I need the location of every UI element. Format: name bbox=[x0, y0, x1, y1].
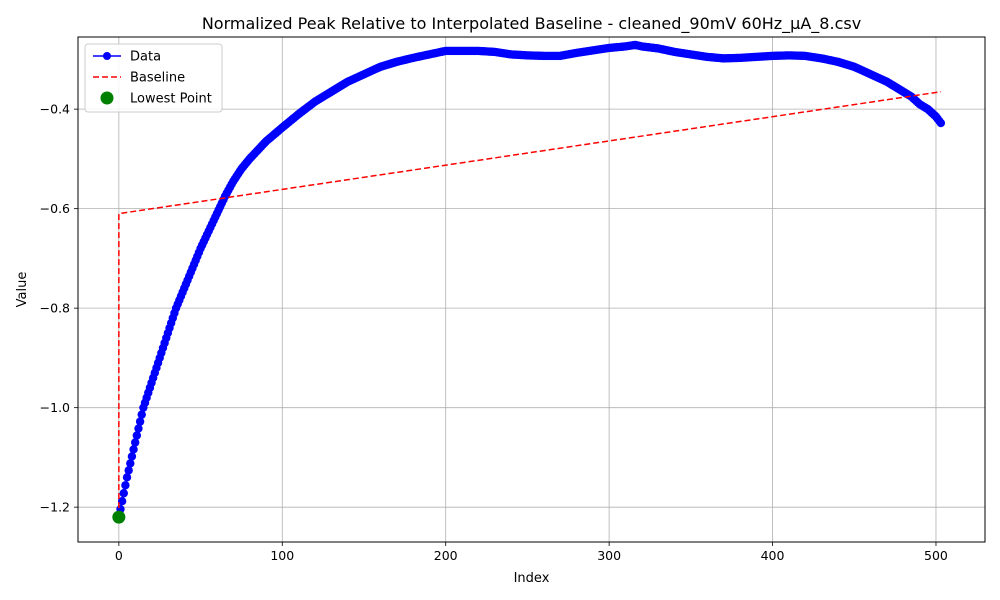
chart-title: Normalized Peak Relative to Interpolated… bbox=[202, 14, 861, 34]
data-point bbox=[126, 459, 135, 468]
data-point bbox=[130, 438, 140, 447]
legend: Data Baseline Lowest Point bbox=[84, 43, 223, 113]
data-point bbox=[122, 473, 132, 482]
y-tick-label: −1.0 bbox=[40, 400, 70, 415]
y-axis-title: Value bbox=[15, 272, 30, 308]
data-point bbox=[936, 118, 946, 128]
y-tick-label: −0.4 bbox=[40, 102, 70, 117]
data-point bbox=[119, 489, 128, 498]
legend-label: Lowest Point bbox=[130, 92, 212, 107]
legend-box bbox=[84, 43, 223, 113]
grid bbox=[78, 37, 985, 542]
x-tick-label: 200 bbox=[434, 548, 458, 563]
x-tick-label: 0 bbox=[115, 548, 123, 563]
x-tick-label: 400 bbox=[761, 548, 785, 563]
data-point bbox=[135, 417, 145, 426]
legend-label: Baseline bbox=[130, 71, 185, 86]
data-point bbox=[117, 497, 127, 506]
legend-lowest-marker bbox=[100, 91, 114, 105]
data-point bbox=[127, 452, 137, 461]
baseline-line bbox=[118, 90, 941, 518]
data-series-markers bbox=[114, 40, 946, 522]
data-point bbox=[132, 431, 142, 440]
data-point bbox=[137, 410, 146, 419]
axes: 0 100 200 300 400 500 −1.2 −1.0 −0.8 −0.6 −0.4 bbox=[40, 102, 948, 563]
x-tick-label: 300 bbox=[597, 548, 621, 563]
plot-area bbox=[112, 40, 946, 524]
x-tick-label: 500 bbox=[924, 548, 948, 563]
data-series-line bbox=[118, 44, 942, 518]
y-tick-label: −1.2 bbox=[40, 500, 70, 515]
y-tick-label: −0.8 bbox=[40, 301, 70, 316]
data-point bbox=[129, 445, 138, 454]
x-tick-label: 100 bbox=[270, 548, 294, 563]
data-point bbox=[134, 424, 143, 433]
legend-label: Data bbox=[130, 50, 161, 65]
data-point bbox=[121, 481, 130, 490]
plot-frame bbox=[77, 36, 986, 543]
legend-data-marker bbox=[103, 52, 111, 60]
data-point bbox=[124, 466, 133, 475]
y-tick-label: −0.6 bbox=[40, 201, 70, 216]
x-axis-title: Index bbox=[514, 571, 550, 586]
lowest-point-marker bbox=[112, 510, 126, 524]
